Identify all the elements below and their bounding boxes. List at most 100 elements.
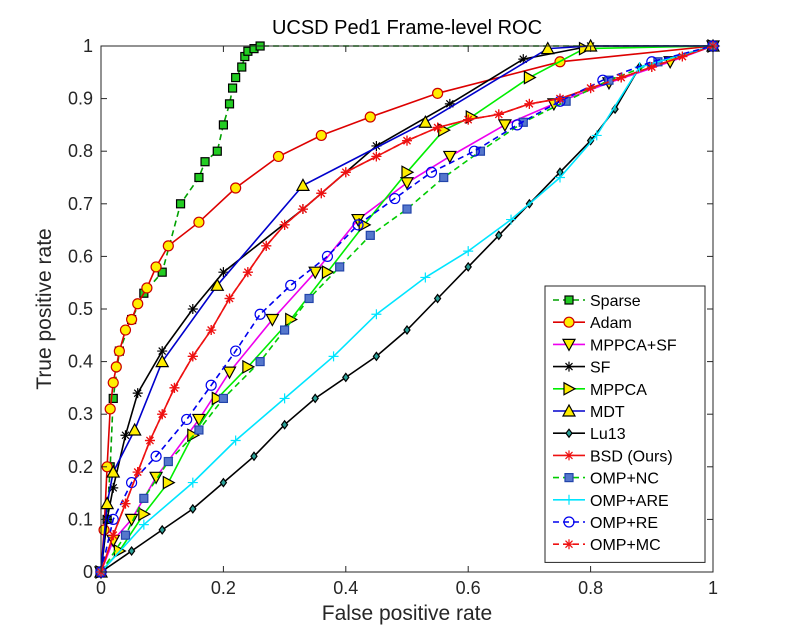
data-point-omp-nc-7 bbox=[280, 325, 290, 335]
data-point-sparse-12 bbox=[218, 120, 228, 130]
data-point-omp-mc-4 bbox=[144, 435, 155, 446]
legend-label-omp-mc: OMP+MC bbox=[590, 537, 661, 554]
data-point-mppca-sf-7 bbox=[308, 266, 323, 280]
data-point-sf-3 bbox=[120, 430, 131, 441]
data-point-omp-are-9 bbox=[506, 214, 517, 225]
legend-item-mdt: MDT bbox=[553, 403, 625, 421]
data-point-omp-mc-21 bbox=[524, 98, 535, 109]
data-point-mppca-6 bbox=[242, 359, 256, 374]
legend-marker-adam bbox=[563, 316, 575, 328]
data-point-adam-7 bbox=[119, 324, 132, 336]
data-point-mppca-3 bbox=[162, 475, 176, 490]
data-point-omp-nc-8 bbox=[304, 293, 314, 304]
legend-label-mppca-sf: MPPCA+SF bbox=[590, 337, 677, 354]
data-point-omp-re-1 bbox=[107, 513, 119, 526]
legend-item-mppca-sf: MPPCA+SF bbox=[553, 337, 677, 354]
data-point-omp-mc-15 bbox=[340, 167, 351, 178]
data-point-lu13-10 bbox=[403, 325, 411, 336]
data-point-omp-mc-5 bbox=[157, 409, 168, 420]
data-point-omp-nc-12 bbox=[439, 172, 449, 183]
data-point-adam-13 bbox=[193, 216, 205, 228]
data-point-omp-re-6 bbox=[230, 345, 242, 357]
legend-item-omp-nc: OMP+NC bbox=[553, 471, 659, 488]
data-point-lu13-6 bbox=[280, 419, 289, 430]
data-point-omp-re-13 bbox=[468, 145, 480, 157]
y-tick-label: 0.8 bbox=[68, 141, 93, 161]
x-tick-label: 0.8 bbox=[578, 578, 603, 598]
data-point-omp-are-2 bbox=[187, 477, 198, 488]
legend-marker-mppca-sf bbox=[561, 338, 577, 352]
y-tick-label: 0.3 bbox=[68, 404, 93, 424]
legend-marker-omp-mc bbox=[564, 539, 574, 550]
legend-marker-sparse bbox=[564, 295, 574, 305]
data-point-adam-12 bbox=[162, 240, 174, 252]
legend-label-omp-re: OMP+RE bbox=[590, 515, 658, 532]
data-point-omp-mc-24 bbox=[616, 72, 627, 83]
data-point-adam-9 bbox=[132, 298, 144, 310]
legend-marker-sf bbox=[564, 361, 574, 372]
data-point-lu13-11 bbox=[433, 293, 442, 304]
data-point-lu13-1 bbox=[127, 545, 136, 556]
data-point-mppca-2 bbox=[138, 507, 152, 522]
legend-marker-omp-nc bbox=[564, 473, 574, 483]
legend-label-mppca: MPPCA bbox=[590, 382, 647, 399]
data-point-mdt-6 bbox=[295, 178, 310, 191]
data-point-omp-mc-3 bbox=[132, 467, 143, 478]
y-tick-label: 0.9 bbox=[68, 89, 93, 109]
data-point-omp-mc-9 bbox=[224, 293, 235, 304]
data-point-sparse-11 bbox=[212, 146, 222, 156]
data-point-omp-mc-1 bbox=[108, 530, 119, 541]
data-point-mppca-sf-6 bbox=[265, 313, 280, 327]
data-point-lu13-8 bbox=[342, 372, 350, 383]
chart-title: UCSD Ped1 Frame-level ROC bbox=[272, 17, 542, 39]
y-tick-label: 0.5 bbox=[68, 299, 93, 319]
legend-label-omp-are: OMP+ARE bbox=[590, 493, 669, 510]
series-line-sf bbox=[100, 45, 713, 573]
axis-layer: 0 0.2 0.4 0.6 0.8 1 0 0.1 0.2 0.3 0.4 0.5 0.6 0.7 0.8 0… bbox=[68, 36, 718, 598]
data-point-omp-mc-22 bbox=[555, 93, 565, 104]
data-point-mppca-sf-5 bbox=[222, 366, 237, 380]
data-point-lu13-3 bbox=[189, 503, 197, 514]
data-point-mppca-5 bbox=[211, 391, 225, 406]
data-point-mdt-8 bbox=[540, 41, 555, 55]
legend-marker-bsd-ours bbox=[564, 450, 574, 461]
data-point-sf-10 bbox=[444, 98, 455, 109]
data-point-omp-re-11 bbox=[389, 192, 401, 205]
data-point-lu13-5 bbox=[250, 451, 258, 462]
legend-item-lu13: Lu13 bbox=[553, 426, 626, 443]
data-point-sf-11 bbox=[518, 54, 529, 65]
data-point-sparse-3 bbox=[108, 393, 118, 404]
legend-item-sf: SF bbox=[553, 360, 611, 377]
data-point-lu13-2 bbox=[158, 524, 166, 535]
data-point-sf-5 bbox=[157, 346, 168, 357]
legend-label-bsd-ours: BSD (Ours) bbox=[590, 448, 673, 465]
y-axis-label: True positive rate bbox=[33, 228, 56, 389]
legend-item-omp-are: OMP+ARE bbox=[553, 493, 669, 510]
legend-marker-lu13 bbox=[565, 428, 573, 439]
data-point-omp-mc-17 bbox=[402, 135, 412, 146]
data-point-sf-9 bbox=[371, 140, 382, 151]
y-tick-label: 0.1 bbox=[68, 509, 93, 529]
data-point-omp-nc-9 bbox=[335, 262, 345, 272]
x-tick-label: 0.2 bbox=[211, 578, 236, 598]
data-point-omp-re-3 bbox=[150, 450, 162, 462]
data-point-omp-are-4 bbox=[279, 393, 290, 404]
data-point-lu13-4 bbox=[219, 477, 228, 488]
data-point-mdt-3 bbox=[127, 422, 142, 436]
data-point-omp-re-14 bbox=[511, 119, 523, 131]
legend-label-sf: SF bbox=[590, 360, 611, 377]
legend-label-omp-nc: OMP+NC bbox=[590, 471, 659, 488]
data-point-mdt-1 bbox=[100, 496, 115, 510]
data-point-mppca-13 bbox=[523, 70, 537, 85]
data-point-omp-mc-14 bbox=[316, 188, 327, 199]
data-point-mppca-10 bbox=[401, 165, 415, 180]
legend-marker-omp-are bbox=[564, 494, 574, 505]
legend-item-sparse: Sparse bbox=[553, 293, 641, 310]
data-point-sf-2 bbox=[108, 482, 119, 493]
data-point-mdt-2 bbox=[106, 464, 121, 478]
data-point-lu13-12 bbox=[464, 261, 472, 272]
data-point-mppca-sf-11 bbox=[497, 119, 512, 133]
x-axis-label: False positive rate bbox=[322, 602, 492, 625]
legend-item-bsd-ours: BSD (Ours) bbox=[553, 448, 673, 465]
legend-item-adam: Adam bbox=[553, 315, 632, 332]
